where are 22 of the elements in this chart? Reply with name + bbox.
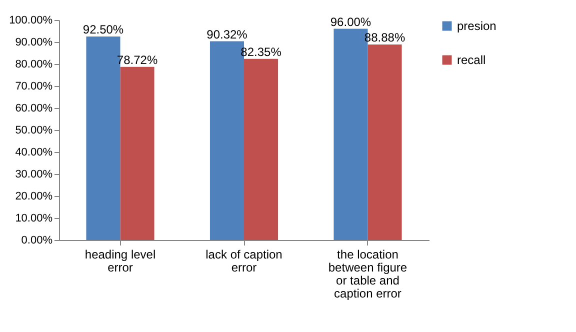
legend-label: presion [457,19,496,33]
x-tick-label: heading level error [84,248,156,274]
x-tick-label: the location between figure or table and caption error [328,248,408,300]
data-label: 90.32% [206,27,248,42]
y-tick-label: 70.00% [15,80,53,92]
y-tick-label: 40.00% [15,146,53,158]
y-tick-label: 50.00% [15,124,53,136]
y-tick-label: 0.00% [21,234,53,246]
y-tick-label: 100.00% [9,14,53,26]
y-tick-label: 20.00% [15,190,53,202]
y-tick-label: 90.00% [15,36,53,48]
y-tick-label: 80.00% [15,58,53,70]
data-label: 96.00% [330,14,372,29]
y-tick-label: 60.00% [15,102,53,114]
x-tick-label: lack of caption error [206,248,282,274]
y-tick-label: 30.00% [15,168,53,180]
legend-label: recall [457,53,486,67]
bar [244,58,278,240]
bar [120,66,154,240]
bar [368,44,402,240]
y-tick-label: 10.00% [15,212,53,224]
data-label: 92.50% [82,22,124,36]
